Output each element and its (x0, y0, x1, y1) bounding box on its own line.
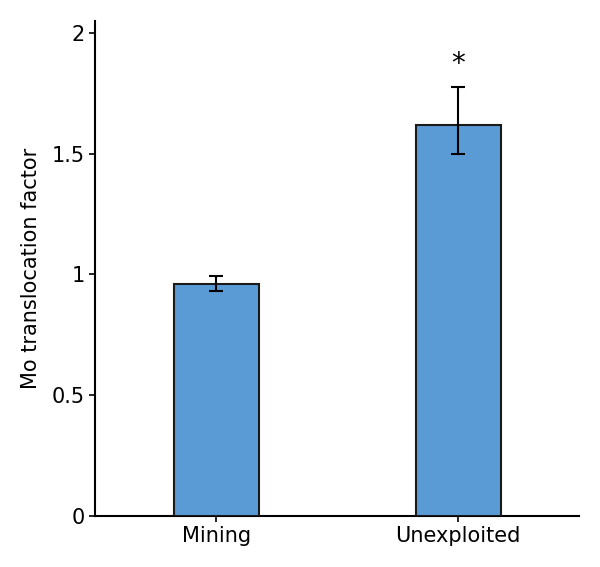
Text: *: * (451, 49, 465, 78)
Bar (416, 125, 500, 516)
Bar (174, 284, 259, 516)
Y-axis label: Mo translocation factor: Mo translocation factor (21, 147, 41, 389)
